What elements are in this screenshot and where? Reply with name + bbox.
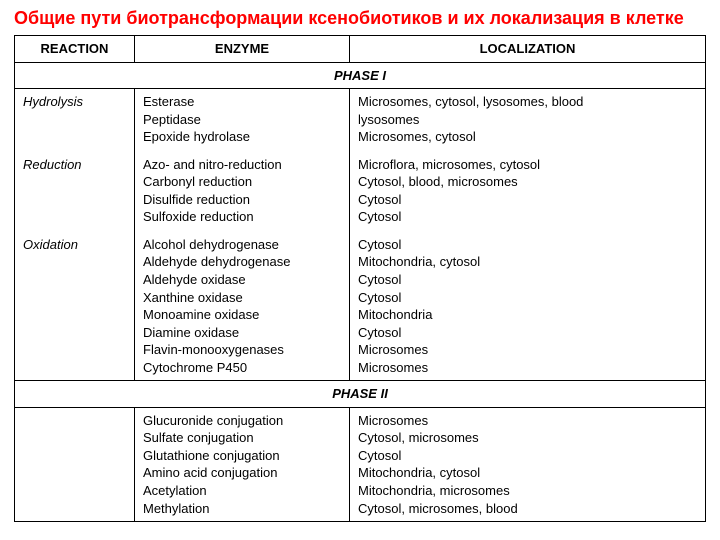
enzyme: Glutathione conjugation <box>143 447 341 465</box>
localization: Microsomes, cytosol, lysosomes, blood <box>358 93 697 111</box>
localization: Cytosol <box>358 191 697 209</box>
phase1-reactions-cell: Hydrolysis Reduction Oxidation <box>15 89 135 381</box>
localization: Cytosol <box>358 324 697 342</box>
phase2-enzymes-cell: Glucuronide conjugation Sulfate conjugat… <box>135 407 350 521</box>
phase2-reactions-cell <box>15 407 135 521</box>
enzyme: Amino acid conjugation <box>143 464 341 482</box>
localization: Cytosol, blood, microsomes <box>358 173 697 191</box>
page-title: Общие пути биотрансформации ксенобиотико… <box>14 8 706 29</box>
phase1-enzymes-cell: Esterase Peptidase Epoxide hydrolase Azo… <box>135 89 350 381</box>
enzyme: Glucuronide conjugation <box>143 412 341 430</box>
enzyme: Flavin-monooxygenases <box>143 341 341 359</box>
enzyme: Esterase <box>143 93 341 111</box>
localization: Microsomes, cytosol <box>358 128 697 146</box>
localization: Cytosol, microsomes, blood <box>358 500 697 518</box>
localization: Cytosol, microsomes <box>358 429 697 447</box>
enzyme: Epoxide hydrolase <box>143 128 341 146</box>
enzyme: Cytochrome P450 <box>143 359 341 377</box>
localization: Mitochondria, cytosol <box>358 464 697 482</box>
enzyme: Carbonyl reduction <box>143 173 341 191</box>
localization: Cytosol <box>358 289 697 307</box>
reaction-label: Oxidation <box>23 236 126 254</box>
enzyme: Aldehyde dehydrogenase <box>143 253 341 271</box>
phase2-row: PHASE II <box>15 381 706 408</box>
enzyme: Xanthine oxidase <box>143 289 341 307</box>
localization: Mitochondria, cytosol <box>358 253 697 271</box>
col-localization: LOCALIZATION <box>350 36 706 63</box>
phase1-data-row: Hydrolysis Reduction Oxidation Esterase … <box>15 89 706 381</box>
phase1-label: PHASE I <box>15 62 706 89</box>
col-enzyme: ENZYME <box>135 36 350 63</box>
localization: Microsomes <box>358 359 697 377</box>
localization: Microsomes <box>358 412 697 430</box>
phase2-localization-cell: Microsomes Cytosol, microsomes Cytosol M… <box>350 407 706 521</box>
localization: Cytosol <box>358 236 697 254</box>
enzyme: Disulfide reduction <box>143 191 341 209</box>
enzyme: Peptidase <box>143 111 341 129</box>
localization: Cytosol <box>358 271 697 289</box>
localization: Cytosol <box>358 447 697 465</box>
enzyme: Sulfoxide reduction <box>143 208 341 226</box>
enzyme: Monoamine oxidase <box>143 306 341 324</box>
localization: lysosomes <box>358 111 697 129</box>
localization: Microflora, microsomes, cytosol <box>358 156 697 174</box>
col-reaction: REACTION <box>15 36 135 63</box>
localization: Mitochondria <box>358 306 697 324</box>
phase1-localization-cell: Microsomes, cytosol, lysosomes, blood ly… <box>350 89 706 381</box>
enzyme: Acetylation <box>143 482 341 500</box>
localization: Mitochondria, microsomes <box>358 482 697 500</box>
enzyme: Methylation <box>143 500 341 518</box>
enzyme: Azo- and nitro-reduction <box>143 156 341 174</box>
enzyme: Aldehyde oxidase <box>143 271 341 289</box>
biotransformation-table: REACTION ENZYME LOCALIZATION PHASE I Hyd… <box>14 35 706 522</box>
enzyme: Sulfate conjugation <box>143 429 341 447</box>
localization: Cytosol <box>358 208 697 226</box>
reaction-label: Reduction <box>23 156 126 174</box>
phase2-data-row: Glucuronide conjugation Sulfate conjugat… <box>15 407 706 521</box>
phase1-row: PHASE I <box>15 62 706 89</box>
enzyme: Alcohol dehydrogenase <box>143 236 341 254</box>
localization: Microsomes <box>358 341 697 359</box>
phase2-label: PHASE II <box>15 381 706 408</box>
reaction-label: Hydrolysis <box>23 93 126 111</box>
table-header-row: REACTION ENZYME LOCALIZATION <box>15 36 706 63</box>
enzyme: Diamine oxidase <box>143 324 341 342</box>
